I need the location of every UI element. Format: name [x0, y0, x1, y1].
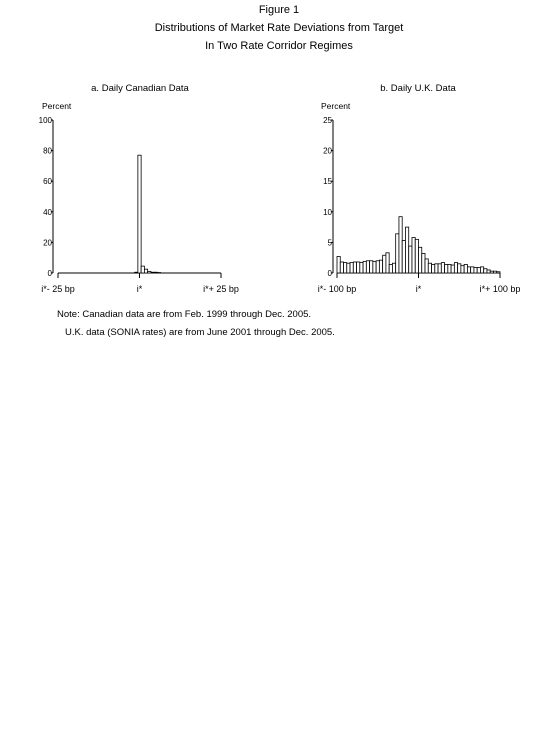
panel-1-x-tick-label: i*+ 100 bp [480, 284, 521, 294]
panel-1-bar [392, 262, 397, 274]
note-uk: U.K. data (SONIA rates) are from June 20… [65, 327, 335, 338]
panel-0-bar [140, 265, 145, 274]
panel-1-bar [421, 253, 426, 274]
panel-0-y-tick-label: 100 [39, 116, 53, 125]
panel-1-bar [434, 263, 439, 274]
panel-1-bar [431, 264, 436, 274]
panel-1-bar [444, 264, 449, 274]
panel-1-bar [339, 261, 344, 274]
figure-subtitle: In Two Rate Corridor Regimes [205, 40, 353, 52]
panel-0-y-tick-label: 20 [43, 238, 52, 247]
panel-1-bar [336, 256, 341, 274]
panel-1-bar [411, 237, 416, 274]
panel-1-bar [349, 262, 354, 274]
panel-1-bar [418, 246, 423, 274]
panel-0-x-tick-label: i*+ 25 bp [203, 284, 239, 294]
panel-0-bar [134, 271, 139, 274]
panel-1-bar [483, 268, 488, 274]
panel-1-bar [470, 266, 475, 274]
panel-1-bar [346, 262, 351, 274]
panel-1-bar [375, 260, 380, 274]
panel-0-title: a. Daily Canadian Data [91, 83, 189, 94]
panel-1-bar [427, 262, 432, 274]
panel-1-bar [496, 271, 501, 274]
panel-1-bar [453, 262, 459, 274]
panel-1-bar [414, 238, 419, 274]
panel-1-bar [385, 252, 390, 274]
panel-1-y-axis-label: Percent [321, 101, 351, 111]
panel-1-y-tick-label: 15 [323, 177, 332, 186]
panel-1-bar [369, 260, 374, 274]
panel-0-bar [150, 271, 155, 274]
panel-1-bar [378, 259, 384, 274]
panel-1-bar [450, 264, 455, 274]
panel-0-bar [147, 271, 152, 274]
panel-1-x-tick-label: i* [416, 284, 422, 294]
panel-1-y-tick-label: 10 [323, 208, 332, 217]
panel-0-y-axis-label: Percent [42, 101, 72, 111]
panel-1-x-tick-label: i*- 100 bp [318, 284, 357, 294]
panel-1-bar [480, 266, 485, 274]
panel-0-x-tick-label: i* [137, 284, 143, 294]
panel-0-y-tick-label: 0 [48, 269, 53, 278]
panel-1-bar [473, 267, 478, 274]
panel-1-y-tick-label: 25 [323, 116, 332, 125]
panel-1-bar [457, 263, 462, 274]
panel-1-bar [356, 261, 361, 274]
panel-1-bar [365, 260, 370, 274]
figure-label: Figure 1 [258, 4, 300, 16]
panel-1-bar [359, 262, 364, 274]
panel-1-bar [437, 263, 442, 274]
panel-1-bar [440, 262, 445, 274]
panel-1-bar [395, 233, 400, 274]
panel-1-y-tick-label: 5 [328, 238, 333, 247]
note-canada: Note: Canadian data are from Feb. 1999 t… [57, 309, 312, 320]
panel-1-bar [424, 258, 429, 274]
panel-1-bar [463, 264, 468, 274]
panel-0-y-tick-label: 60 [43, 177, 52, 186]
panel-0-x-tick-label: i*- 25 bp [41, 284, 75, 294]
panel-1-bar [362, 260, 367, 274]
panel-1-bar [486, 269, 491, 274]
panel-1-bar [447, 264, 452, 274]
figure-title: Distributions of Market Rate Deviations … [154, 22, 404, 34]
panel-1-y-tick-label: 20 [323, 147, 332, 156]
panel-1-bar [398, 216, 403, 274]
panel-1-bar [343, 262, 348, 274]
panel-1-bar [476, 267, 481, 274]
panel-1-bar [372, 260, 377, 274]
panel-0-bar [143, 268, 149, 274]
panel-1-bar [466, 266, 472, 274]
panel-1-bar [401, 240, 406, 274]
panel-0-y-tick-label: 80 [43, 147, 52, 156]
panel-1-title: b. Daily U.K. Data [380, 83, 456, 94]
panel-1-bar [408, 245, 413, 274]
panel-0-y-tick-label: 40 [43, 208, 52, 217]
panel-1-y-tick-label: 0 [328, 269, 333, 278]
panel-1-bar [382, 254, 387, 274]
panel-0-bar [153, 271, 158, 274]
panel-1-bar [489, 270, 494, 274]
panel-1-bar [388, 264, 393, 274]
panel-1-bar [352, 261, 357, 274]
panel-1-bar [405, 226, 410, 274]
panel-1-bar [460, 265, 465, 274]
panel-1-bar [493, 270, 498, 274]
panel-0-bar [137, 154, 142, 274]
